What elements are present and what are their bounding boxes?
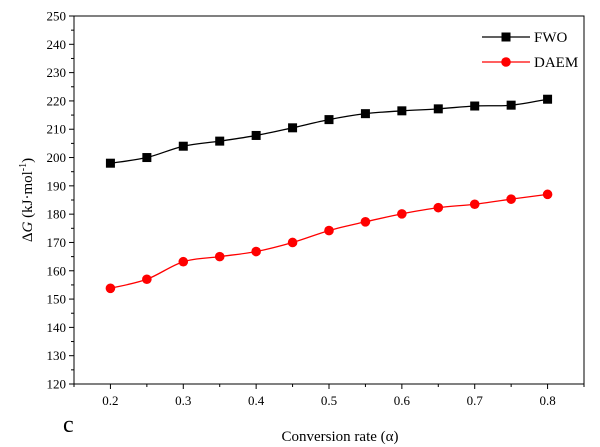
y-tick-label: 250 [47, 9, 67, 24]
data-point-fwo [178, 141, 188, 151]
data-point-fwo [288, 123, 298, 133]
chart-series-layer [105, 94, 553, 294]
x-axis-title: Conversion rate (α) [282, 429, 399, 445]
y-tick-label: 170 [47, 235, 67, 250]
data-point-fwo [105, 158, 115, 168]
y-tick-label: 150 [47, 292, 67, 307]
data-point-daem [360, 216, 371, 227]
x-tick-label: 0.2 [102, 393, 118, 408]
y-axis-title-var: G [20, 221, 36, 232]
x-tick-label: 0.6 [394, 393, 411, 408]
y-tick-label: 180 [47, 207, 67, 222]
y-tick-label: 240 [47, 37, 67, 52]
data-point-daem [105, 283, 116, 294]
data-point-daem [214, 251, 225, 262]
x-tick-label: 0.4 [248, 393, 265, 408]
data-point-daem [506, 194, 516, 204]
y-tick-label: 210 [47, 122, 67, 137]
data-point-daem [178, 256, 189, 267]
data-point-fwo [470, 101, 480, 111]
legend-marker-fwo [501, 32, 511, 42]
data-point-daem [251, 246, 261, 257]
data-point-fwo [324, 115, 334, 125]
x-tick-label: 0.8 [539, 393, 555, 408]
y-tick-label: 130 [47, 348, 67, 363]
legend-marker-daem [501, 57, 511, 67]
data-point-fwo [360, 109, 370, 119]
x-tick-label: 0.5 [321, 393, 337, 408]
data-point-daem [287, 237, 298, 248]
panel-label: c [63, 412, 74, 438]
y-tick-label: 160 [47, 263, 67, 278]
y-axis-title-unit: (kJ·mol [20, 171, 36, 221]
series-fwo [105, 94, 553, 168]
data-point-daem [542, 189, 553, 200]
y-axis-title-close: ) [20, 158, 36, 163]
y-axis-title: ΔG (kJ·mol-1) [18, 158, 36, 242]
data-point-daem [324, 225, 334, 236]
y-tick-label: 230 [47, 65, 67, 80]
data-point-daem [433, 202, 444, 213]
data-point-fwo [251, 130, 261, 140]
chart-axes: 120 130 140 150 160 170 180 190 200 210 220 230 240 2… [47, 9, 585, 408]
data-point-daem [469, 199, 480, 210]
legend-label-fwo: FWO [534, 30, 568, 46]
y-axis-title-prefix: Δ [20, 232, 36, 242]
data-point-fwo [397, 106, 407, 116]
data-point-daem [397, 209, 407, 219]
data-point-fwo [433, 104, 443, 114]
data-point-fwo [215, 136, 225, 146]
y-tick-label: 220 [47, 93, 67, 108]
series-daem [105, 189, 553, 294]
y-tick-label: 200 [47, 150, 67, 165]
y-tick-label: 190 [47, 178, 67, 193]
y-tick-label: 120 [47, 377, 67, 392]
y-tick-label: 140 [47, 320, 67, 335]
data-point-fwo [543, 94, 553, 104]
chart-legend: FWO DAEM [482, 30, 578, 71]
data-point-fwo [506, 100, 516, 110]
x-tick-label: 0.7 [467, 393, 484, 408]
series-line-fwo [110, 98, 548, 164]
data-point-daem [142, 274, 152, 285]
series-line-daem [110, 193, 548, 289]
data-point-fwo [142, 153, 152, 163]
x-tick-label: 0.3 [175, 393, 191, 408]
legend-label-daem: DAEM [534, 55, 578, 71]
y-axis-title-sup: -1 [18, 163, 29, 171]
